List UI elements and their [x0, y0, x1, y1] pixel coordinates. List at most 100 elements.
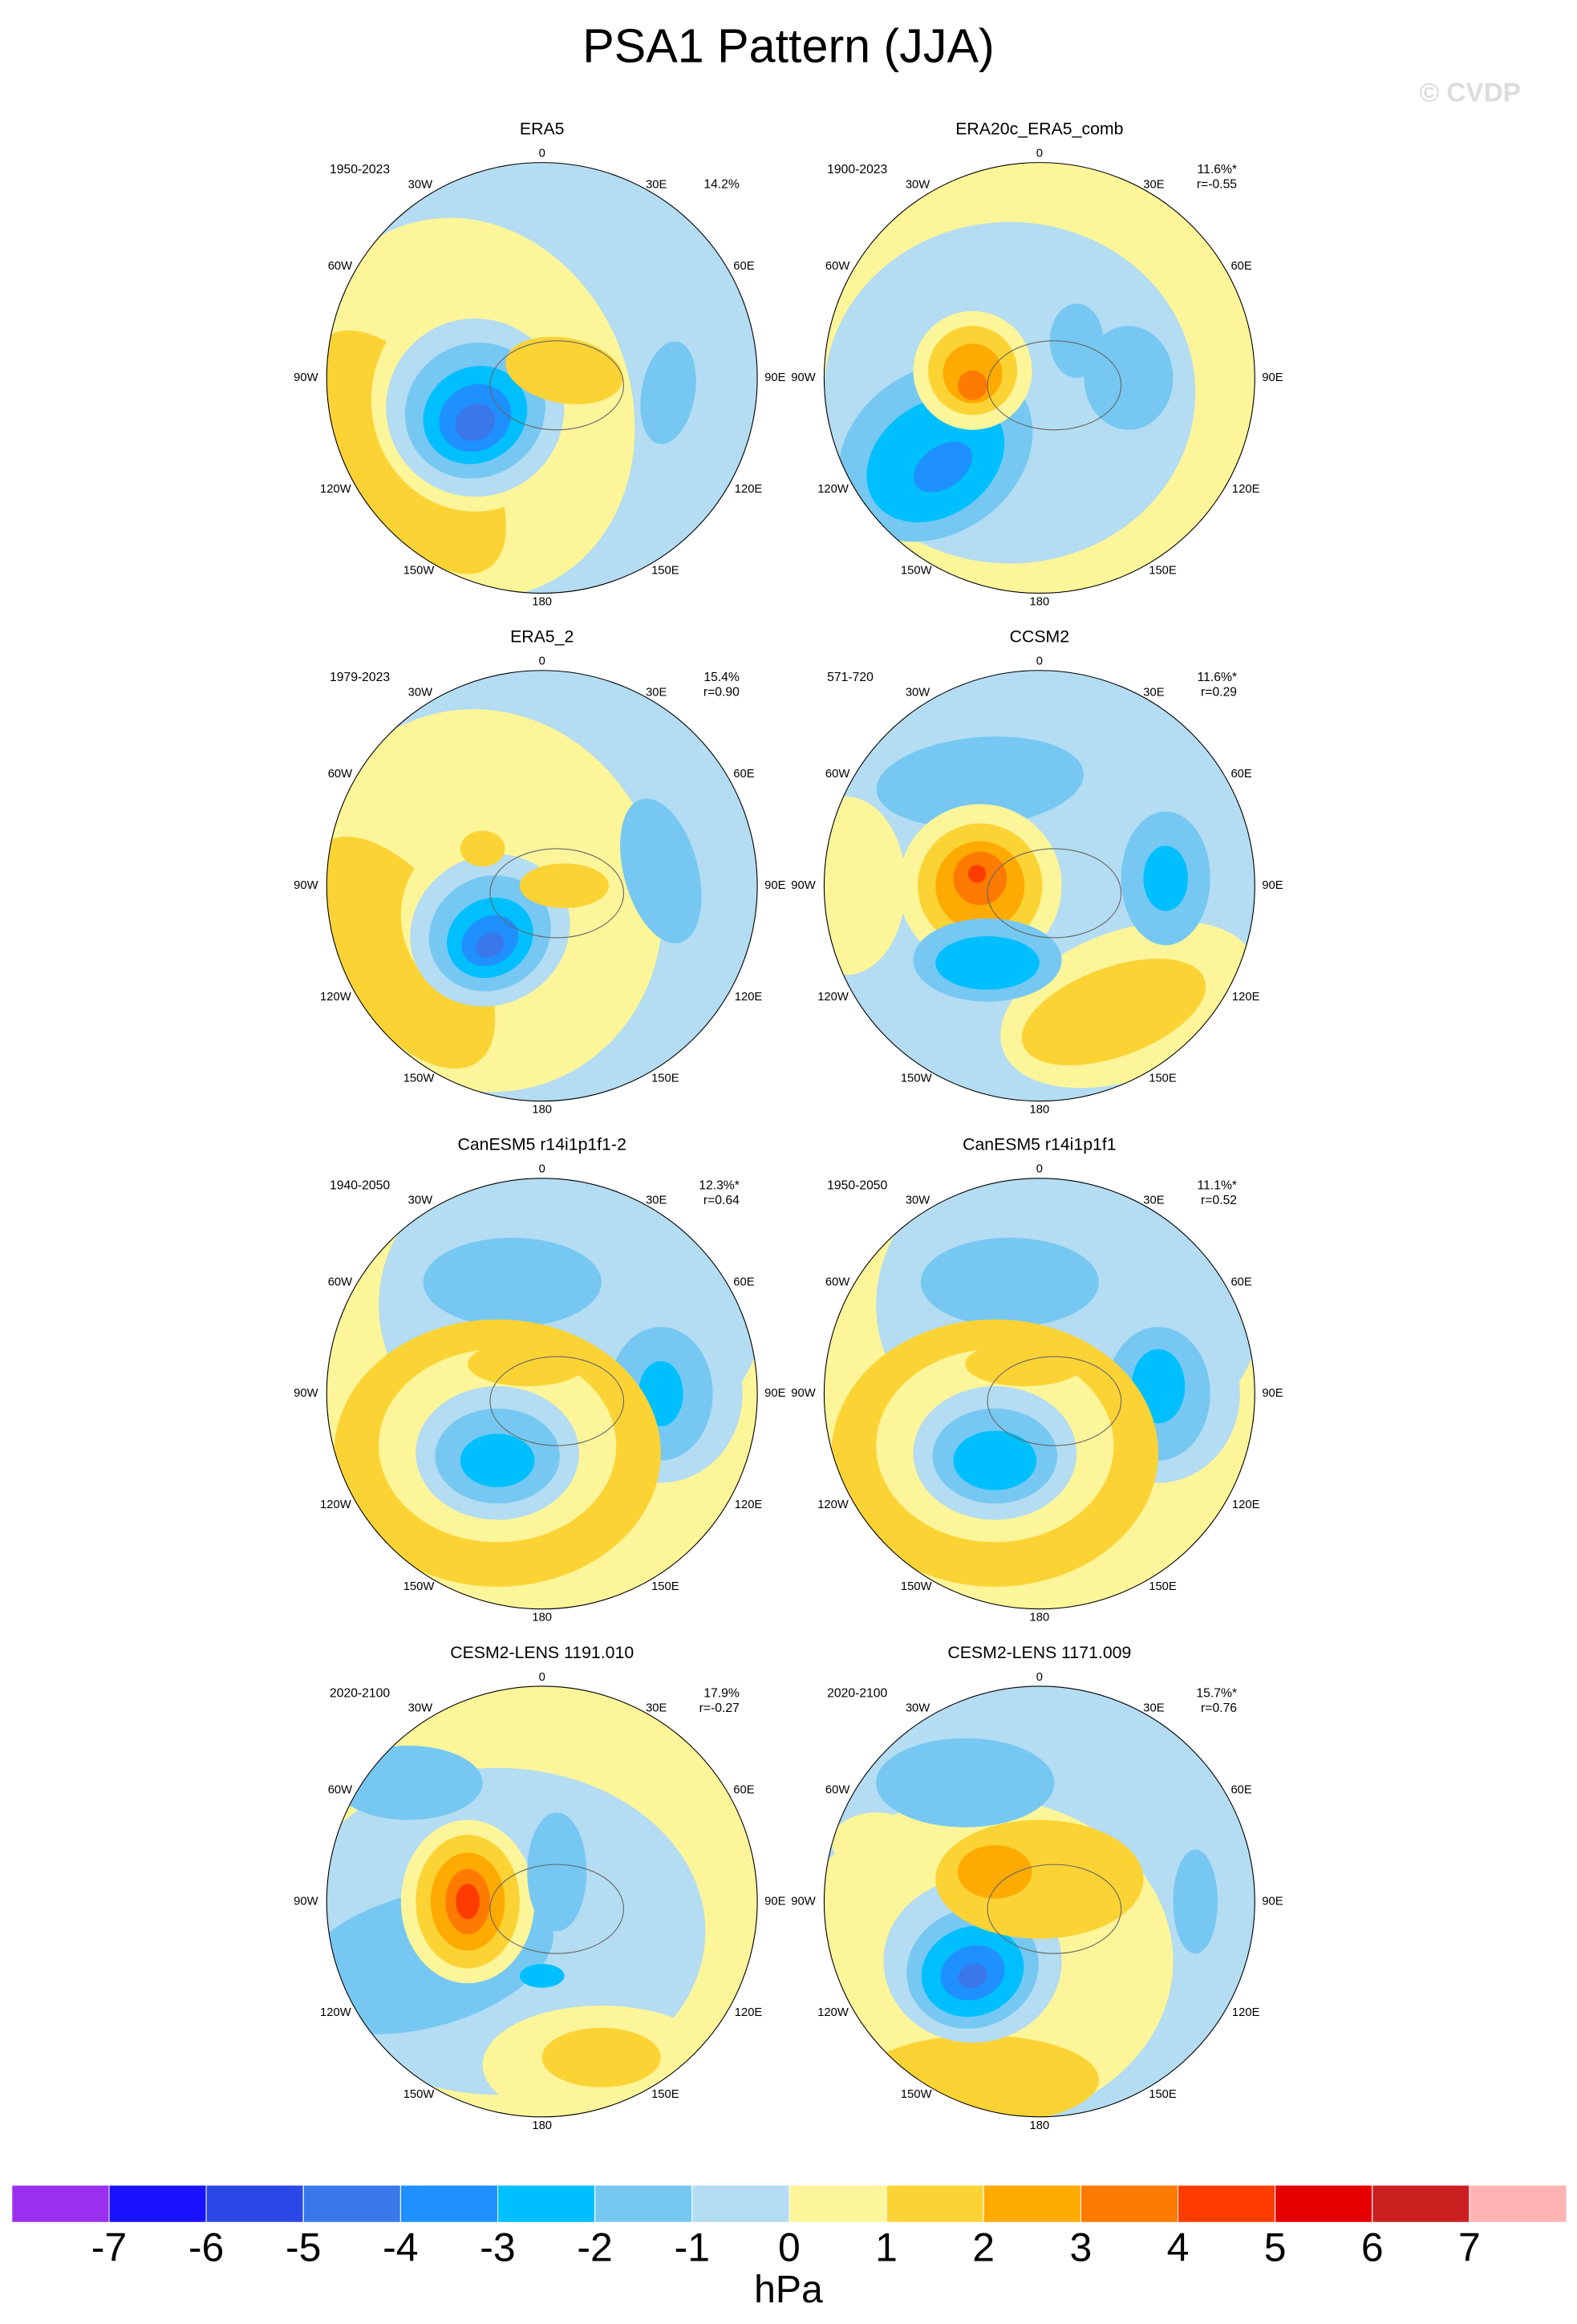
colorbar-box: [108, 2184, 207, 2223]
map-panel: ERA20c_ERA5_comb 1900-2023 11.6%* r=-0.55 0 3…: [791, 120, 1283, 609]
continent-outline: [489, 340, 625, 431]
panel-title: ERA5_2: [510, 627, 574, 647]
longitude-label: 120E: [735, 2006, 763, 2019]
contour: [861, 2035, 1099, 2117]
longitude-label: 120E: [1232, 2006, 1260, 2019]
longitude-label: 150W: [901, 1073, 932, 1085]
panel-correlation: r=0.52: [1201, 1194, 1237, 1207]
longitude-label: 150E: [651, 565, 679, 578]
colorbar-tick-label: -2: [577, 2225, 612, 2270]
contour: [1021, 959, 1206, 1065]
continent-outline: [987, 1356, 1122, 1446]
longitude-label: 0: [1036, 1671, 1043, 1684]
contour: [1143, 846, 1188, 911]
map-panel: CESM2-LENS 1171.009 2020-2100 15.7%*r=0.76…: [791, 1643, 1283, 2132]
longitude-label: 90E: [764, 879, 785, 892]
contour: [876, 736, 1084, 828]
map-border: [823, 670, 1255, 1102]
colorbar-box: [983, 2184, 1081, 2223]
contour: [456, 1884, 480, 1920]
longitude-label: 60E: [1230, 768, 1251, 781]
contour: [505, 336, 623, 404]
continent-outline: [987, 1864, 1122, 1954]
map-field: [824, 1178, 1255, 1609]
longitude-label: 150E: [1149, 2088, 1177, 2101]
longitude-label: 90E: [764, 1895, 785, 1908]
panel-correlation: r=-0.27: [699, 1701, 740, 1715]
contour: [958, 370, 988, 400]
longitude-label: 30E: [1143, 1194, 1164, 1207]
longitude-label: 30E: [1143, 178, 1164, 191]
contour: [1049, 303, 1104, 379]
contour: [920, 1237, 1099, 1327]
panel-title: ERA20c_ERA5_comb: [955, 120, 1123, 139]
colorbar-box: [497, 2184, 596, 2223]
longitude-label: 0: [1036, 1163, 1043, 1176]
colorbar-tick-label: -1: [675, 2225, 710, 2270]
longitude-label: 90W: [294, 371, 318, 384]
colorbar-box: [1469, 2184, 1567, 2223]
map-panel: ERA5 1950-2023 14.2% 0 30E 60E 90E 120E 150E 180 1…: [294, 120, 786, 609]
longitude-label: 30W: [906, 1194, 930, 1207]
contour: [519, 863, 610, 908]
longitude-label: 30E: [646, 686, 667, 699]
longitude-label: 60E: [1230, 1276, 1251, 1288]
longitude-label: 150W: [901, 1580, 932, 1593]
longitude-label: 30W: [408, 178, 432, 191]
longitude-label: 60E: [1230, 1783, 1251, 1796]
longitude-label: 120E: [735, 1499, 763, 1511]
continent-outline: [489, 848, 625, 939]
longitude-label: 60W: [328, 260, 352, 273]
contour: [958, 1845, 1032, 1899]
colorbar-box: [1372, 2184, 1470, 2223]
longitude-label: 30W: [906, 1702, 930, 1715]
longitude-label: 90W: [791, 879, 815, 892]
map-border: [326, 1685, 758, 2118]
contour: [876, 1738, 1055, 1827]
colorbar-box: [399, 2184, 498, 2223]
colorbar-tick-label: 3: [1069, 2225, 1092, 2270]
panel-variance: 17.9%: [703, 1686, 740, 1700]
map-field: [326, 670, 758, 1101]
longitude-label: 90W: [294, 1895, 318, 1908]
panel-title: ERA5: [520, 120, 565, 139]
colorbar-tick-label: -7: [91, 2225, 127, 2270]
colorbar-box: [886, 2184, 984, 2223]
contour: [519, 1964, 565, 1988]
map-border: [326, 1178, 758, 1610]
longitude-label: 0: [539, 1671, 545, 1684]
longitude-label: 60W: [825, 768, 849, 781]
longitude-label: 90W: [791, 371, 815, 384]
longitude-label: 150E: [1149, 1073, 1177, 1085]
longitude-label: 30W: [408, 1702, 432, 1715]
panel-title: CCSM2: [1010, 627, 1069, 647]
contour: [326, 836, 496, 1069]
longitude-label: 90W: [791, 1895, 815, 1908]
longitude-label: 120E: [735, 483, 763, 496]
colorbar-box: [1275, 2184, 1373, 2223]
map-panel: CanESM5 r14i1p1f1-2 1940-2050 12.3%* r=0.64…: [294, 1135, 786, 1624]
longitude-label: 90W: [791, 1387, 815, 1400]
contour: [1084, 326, 1174, 430]
contour: [620, 798, 702, 943]
longitude-label: 150W: [403, 2088, 435, 2101]
contour: [455, 404, 496, 441]
panel-variance: 15.7%*: [1196, 1686, 1237, 1700]
contour: [824, 797, 906, 975]
panel-variance: 11.1%*: [1198, 1178, 1238, 1192]
panel-period: 1940-2050: [330, 1178, 390, 1192]
map-border: [823, 162, 1255, 594]
longitude-label: 60E: [733, 768, 754, 781]
longitude-label: 120W: [320, 2006, 351, 2019]
longitude-label: 60W: [328, 768, 352, 781]
longitude-label: 0: [539, 655, 545, 668]
longitude-label: 120W: [817, 2006, 849, 2019]
longitude-label: 30W: [408, 1194, 432, 1207]
map-field: [326, 1178, 758, 1609]
longitude-label: 0: [1036, 655, 1043, 668]
longitude-label: 30E: [1143, 686, 1164, 699]
colorbar-tick-label: 6: [1361, 2225, 1384, 2270]
colorbar-box: [788, 2184, 887, 2223]
